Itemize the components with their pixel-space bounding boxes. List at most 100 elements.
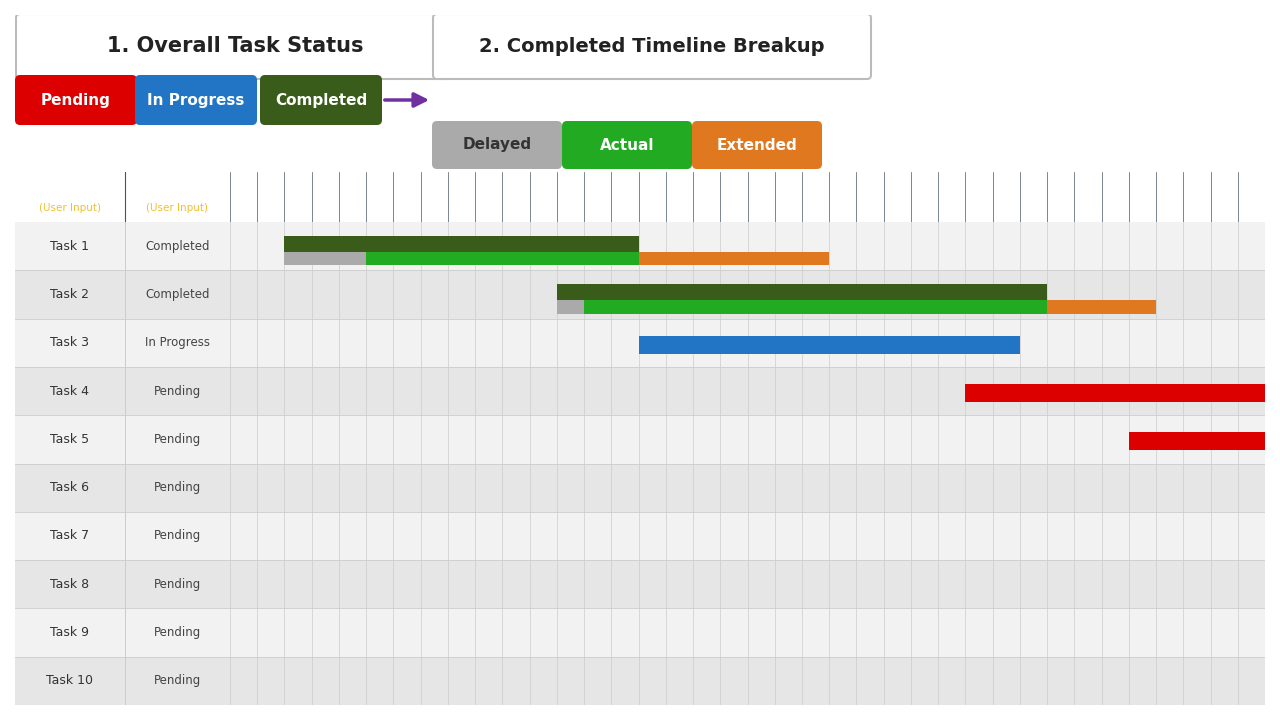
Text: 03-Jan: 03-Jan <box>296 184 301 210</box>
Text: Pending: Pending <box>154 577 201 590</box>
Text: 29-Jan: 29-Jan <box>1004 185 1009 210</box>
FancyBboxPatch shape <box>692 121 822 169</box>
Bar <box>230 270 1265 318</box>
Bar <box>230 464 1265 512</box>
Text: 23-Jan: 23-Jan <box>840 185 846 210</box>
Text: Actual: Actual <box>600 138 654 153</box>
Text: 09-Jan: 09-Jan <box>458 184 465 210</box>
Bar <box>366 252 639 266</box>
Bar <box>284 235 639 254</box>
Text: 18-Jan: 18-Jan <box>704 184 709 210</box>
Text: 11-Jan: 11-Jan <box>513 184 518 210</box>
Bar <box>230 222 1265 270</box>
Bar <box>15 464 230 512</box>
Text: 16-Jan: 16-Jan <box>649 185 655 210</box>
Text: 01-Jan: 01-Jan <box>241 184 247 210</box>
Text: 05-Jan: 05-Jan <box>349 185 356 210</box>
Text: 26-Jan: 26-Jan <box>922 185 928 210</box>
Text: 12-Jan: 12-Jan <box>540 185 547 210</box>
Text: 15-Jan: 15-Jan <box>622 185 628 210</box>
Text: 01-Feb: 01-Feb <box>1085 184 1091 210</box>
Text: 13-Jan: 13-Jan <box>567 184 573 210</box>
Text: Pending: Pending <box>154 384 201 397</box>
Bar <box>15 608 230 657</box>
Bar <box>230 657 1265 705</box>
Text: 03-Feb: 03-Feb <box>1139 184 1146 210</box>
Text: 14-Jan: 14-Jan <box>595 184 600 210</box>
Text: 06-Jan: 06-Jan <box>376 185 383 210</box>
Text: 08-Jan: 08-Jan <box>431 184 438 210</box>
Bar <box>15 415 230 464</box>
Bar <box>557 284 1047 302</box>
Bar <box>557 300 584 314</box>
FancyBboxPatch shape <box>562 121 692 169</box>
Bar <box>15 367 230 415</box>
Text: Pending: Pending <box>154 626 201 639</box>
Text: 07-Feb: 07-Feb <box>1248 184 1254 210</box>
Text: Pending: Pending <box>154 529 201 542</box>
Text: (User Input): (User Input) <box>38 203 101 213</box>
Text: Completed: Completed <box>275 92 367 107</box>
FancyBboxPatch shape <box>433 121 562 169</box>
Bar <box>15 560 230 608</box>
Text: 30-Jan: 30-Jan <box>1030 184 1037 210</box>
Text: Task 9: Task 9 <box>50 626 90 639</box>
FancyBboxPatch shape <box>15 14 454 79</box>
Text: 25-Jan: 25-Jan <box>895 185 900 210</box>
Text: 31-Jan: 31-Jan <box>1057 184 1064 210</box>
Bar <box>15 222 230 270</box>
Text: Task 4: Task 4 <box>50 384 90 397</box>
Text: Task 8: Task 8 <box>50 577 90 590</box>
Text: Task Status: Task Status <box>137 184 218 197</box>
Bar <box>230 318 1265 367</box>
Text: 2. Completed Timeline Breakup: 2. Completed Timeline Breakup <box>479 37 824 56</box>
Text: 06-Feb: 06-Feb <box>1221 184 1228 210</box>
Text: Task 1: Task 1 <box>50 240 90 253</box>
Bar <box>230 560 1265 608</box>
Text: 20-Jan: 20-Jan <box>758 185 764 210</box>
Bar <box>1129 432 1265 451</box>
Text: Task 3: Task 3 <box>50 336 90 349</box>
Text: Delayed: Delayed <box>462 138 531 153</box>
FancyBboxPatch shape <box>433 14 870 79</box>
Text: 19-Jan: 19-Jan <box>731 184 737 210</box>
Text: 17-Jan: 17-Jan <box>676 184 682 210</box>
Bar <box>284 252 366 266</box>
Text: 02-Jan: 02-Jan <box>268 185 274 210</box>
Text: 02-Feb: 02-Feb <box>1112 184 1119 210</box>
Bar <box>15 318 230 367</box>
Text: Extended: Extended <box>717 138 797 153</box>
Bar <box>230 367 1265 415</box>
Bar <box>15 512 230 560</box>
Text: Pending: Pending <box>154 481 201 494</box>
Text: 07-Jan: 07-Jan <box>404 184 410 210</box>
Text: 05-Feb: 05-Feb <box>1194 184 1199 210</box>
Text: 28-Jan: 28-Jan <box>977 185 982 210</box>
Text: 1. Overall Task Status: 1. Overall Task Status <box>106 37 364 56</box>
Text: Completed: Completed <box>145 288 210 301</box>
Bar <box>584 300 1047 314</box>
Text: Task 6: Task 6 <box>50 481 90 494</box>
Bar <box>15 270 230 318</box>
Text: 21-Jan: 21-Jan <box>786 185 791 210</box>
Bar <box>1047 300 1156 314</box>
Text: In Progress: In Progress <box>145 336 210 349</box>
Text: 24-Jan: 24-Jan <box>867 184 873 210</box>
Text: Pending: Pending <box>154 675 201 688</box>
Text: 22-Jan: 22-Jan <box>813 185 819 210</box>
FancyBboxPatch shape <box>260 75 381 125</box>
FancyBboxPatch shape <box>134 75 257 125</box>
Text: Completed: Completed <box>145 240 210 253</box>
Bar <box>230 608 1265 657</box>
Text: Task 2: Task 2 <box>50 288 90 301</box>
Text: Task 5: Task 5 <box>50 433 90 446</box>
Text: Task: Task <box>55 184 86 197</box>
Text: Task 10: Task 10 <box>46 675 93 688</box>
Text: 27-Jan: 27-Jan <box>948 185 955 210</box>
Bar <box>230 512 1265 560</box>
Text: Pending: Pending <box>154 433 201 446</box>
FancyBboxPatch shape <box>15 75 137 125</box>
Text: Task 7: Task 7 <box>50 529 90 542</box>
Bar <box>15 657 230 705</box>
Bar <box>639 252 829 266</box>
